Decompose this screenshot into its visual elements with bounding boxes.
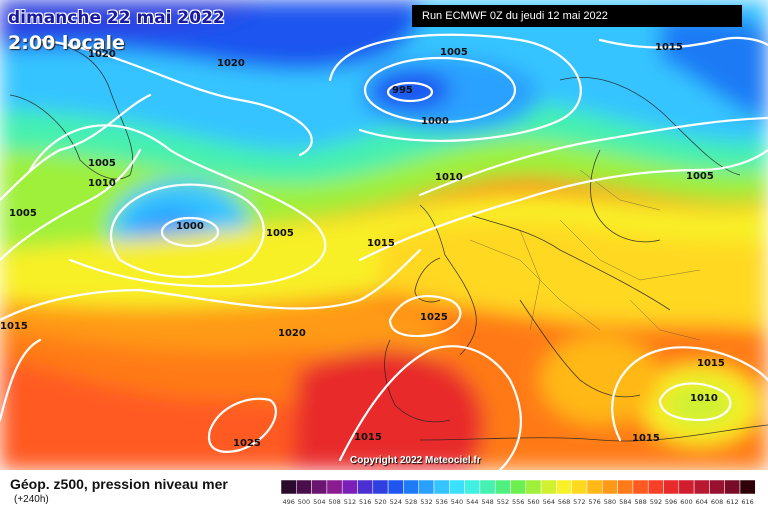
pressure-label: 1010 [435, 172, 463, 183]
legend-swatch [433, 480, 450, 495]
pressure-label: 1025 [420, 312, 448, 323]
legend-swatch [387, 480, 404, 495]
legend-tick-label: 500 [298, 498, 310, 506]
legend-swatch [464, 480, 481, 495]
legend-tick-label: 544 [466, 498, 478, 506]
copyright-notice: Copyright 2022 Meteociel.fr [350, 455, 481, 466]
model-run-info: Run ECMWF 0Z du jeudi 12 mai 2022 [412, 5, 742, 27]
legend-swatch [540, 480, 557, 495]
color-scale-legend: 496 500 504 508 512 516 520 524 528 532 536 540 544 5… [281, 480, 756, 506]
pressure-label: 1015 [367, 238, 395, 249]
legend-tick-label: 588 [634, 498, 646, 506]
legend-swatch [311, 480, 328, 495]
legend-tick-label: 552 [497, 498, 509, 506]
legend-tick-label: 556 [512, 498, 524, 506]
legend-tick-label: 548 [481, 498, 493, 506]
legend-swatch [632, 480, 649, 495]
legend-swatch [494, 480, 511, 495]
local-time: 2:00 locale [8, 32, 125, 54]
pressure-label: 995 [392, 85, 413, 96]
legend-swatch [647, 480, 664, 495]
legend-tick-label: 564 [543, 498, 555, 506]
pressure-label: 1025 [233, 438, 261, 449]
pressure-label: 1000 [176, 221, 204, 232]
legend-swatch [586, 480, 603, 495]
pressure-label: 1020 [278, 328, 306, 339]
pressure-label: 1015 [697, 358, 725, 369]
legend-tick-label: 608 [711, 498, 723, 506]
legend-swatch [449, 480, 465, 495]
coastlines [9, 43, 768, 442]
legend-swatch [678, 480, 695, 495]
legend-swatch [556, 480, 572, 495]
legend-tick-label: 504 [313, 498, 325, 506]
legend-tick-label: 528 [405, 498, 417, 506]
legend-tick-label: 536 [435, 498, 447, 506]
legend-swatch [403, 480, 419, 495]
pressure-label: 1015 [0, 321, 28, 332]
weather-map: 1020 1020 1005 995 1000 1015 1005 1010 1… [0, 0, 768, 470]
legend-tick-label: 508 [328, 498, 340, 506]
legend-tick-label: 568 [558, 498, 570, 506]
legend-swatch [418, 480, 435, 495]
legend-tick-label: 560 [527, 498, 539, 506]
legend-swatch [479, 480, 496, 495]
pressure-label: 1015 [354, 432, 382, 443]
legend-swatch [281, 480, 297, 495]
legend-tick-label: 572 [573, 498, 585, 506]
pressure-label: 1005 [9, 208, 37, 219]
legend-swatch [372, 480, 389, 495]
legend-tick-label: 596 [665, 498, 677, 506]
legend-tick-label: 576 [588, 498, 600, 506]
pressure-label: 1005 [88, 158, 116, 169]
legend-swatch [602, 480, 618, 495]
pressure-label: 1010 [690, 393, 718, 404]
map-parameter-title: Géop. z500, pression niveau mer [10, 476, 228, 492]
pressure-label: 1015 [655, 42, 683, 53]
pressure-label: 1015 [632, 433, 660, 444]
legend-tick-label: 592 [650, 498, 662, 506]
legend-tick-label: 540 [451, 498, 463, 506]
legend-tick-label: 516 [359, 498, 371, 506]
forecast-lead-time: (+240h) [14, 494, 49, 505]
legend-tick-label: 584 [619, 498, 631, 506]
legend-swatch [296, 480, 312, 495]
map-canvas: 1020 1020 1005 995 1000 1015 1005 1010 1… [0, 0, 768, 470]
pressure-label: 1005 [686, 171, 714, 182]
isobar-labels: 1020 1020 1005 995 1000 1015 1005 1010 1… [0, 42, 725, 449]
legend-tick-label: 600 [680, 498, 692, 506]
z500-color-field [0, 0, 768, 470]
legend-swatch [326, 480, 343, 495]
legend-swatch [510, 480, 527, 495]
legend-tick-label: 524 [390, 498, 402, 506]
pressure-label: 1005 [440, 47, 468, 58]
forecast-date: dimanche 22 mai 2022 [8, 8, 225, 28]
legend-swatch [693, 480, 710, 495]
isobars [0, 33, 768, 470]
pressure-label: 1000 [421, 116, 449, 127]
legend-swatch [341, 480, 358, 495]
pressure-label: 1010 [88, 178, 116, 189]
legend-tick-label: 512 [344, 498, 356, 506]
legend-swatch [357, 480, 374, 495]
legend-tick-label: 520 [374, 498, 386, 506]
legend-swatch [709, 480, 725, 495]
legend-swatch [724, 480, 741, 495]
pressure-label: 1020 [217, 58, 245, 69]
legend-swatch [525, 480, 542, 495]
legend-swatch [571, 480, 588, 495]
legend-tick-label: 612 [726, 498, 738, 506]
legend-tick-label: 604 [696, 498, 708, 506]
legend-tick-label: 616 [741, 498, 753, 506]
legend-tick-label: 532 [420, 498, 432, 506]
pressure-label: 1020 [88, 49, 116, 60]
legend-swatch [617, 480, 634, 495]
pressure-label: 1005 [266, 228, 294, 239]
legend-tick-label: 580 [604, 498, 616, 506]
legend-swatch [739, 480, 756, 495]
legend-tick-label: 496 [282, 498, 294, 506]
legend-swatch [663, 480, 680, 495]
